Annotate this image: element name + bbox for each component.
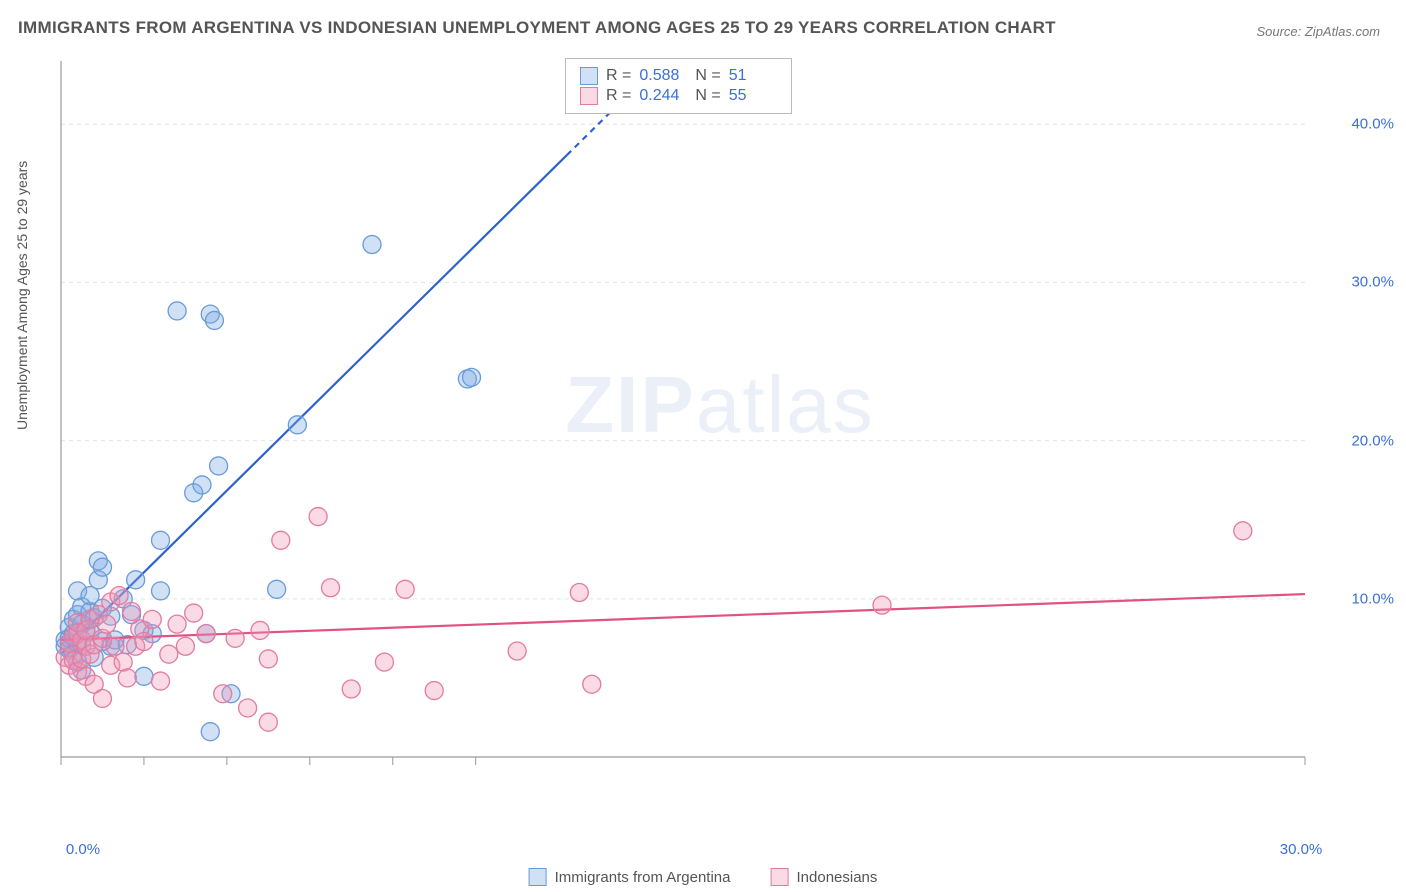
n-value: 51 bbox=[729, 67, 777, 85]
legend-item: Indonesians bbox=[771, 868, 878, 886]
legend-label: Indonesians bbox=[797, 869, 878, 886]
r-label: R = bbox=[606, 87, 631, 105]
r-value: 0.588 bbox=[639, 67, 687, 85]
n-value: 55 bbox=[729, 87, 777, 105]
r-value: 0.244 bbox=[639, 87, 687, 105]
source-attribution: Source: ZipAtlas.com bbox=[1256, 24, 1380, 39]
y-tick-label: 40.0% bbox=[1351, 116, 1394, 133]
legend-swatch bbox=[771, 868, 789, 886]
x-tick-label: 0.0% bbox=[66, 841, 100, 858]
legend-label: Immigrants from Argentina bbox=[555, 869, 731, 886]
n-label: N = bbox=[695, 87, 720, 105]
x-tick-label: 30.0% bbox=[1280, 841, 1323, 858]
legend-row: R = 0.244 N = 55 bbox=[580, 87, 777, 105]
scatter-plot-svg bbox=[55, 55, 1385, 815]
series-legend: Immigrants from Argentina Indonesians bbox=[529, 868, 878, 886]
correlation-legend-box: R = 0.588 N = 51 R = 0.244 N = 55 bbox=[565, 58, 792, 114]
legend-swatch bbox=[580, 87, 598, 105]
r-label: R = bbox=[606, 67, 631, 85]
y-tick-label: 10.0% bbox=[1351, 590, 1394, 607]
chart-title: IMMIGRANTS FROM ARGENTINA VS INDONESIAN … bbox=[18, 18, 1056, 38]
legend-item: Immigrants from Argentina bbox=[529, 868, 731, 886]
chart-area: ZIPatlas bbox=[55, 55, 1385, 815]
y-axis-label: Unemployment Among Ages 25 to 29 years bbox=[14, 161, 30, 430]
n-label: N = bbox=[695, 67, 720, 85]
y-tick-label: 30.0% bbox=[1351, 274, 1394, 291]
legend-swatch bbox=[580, 67, 598, 85]
legend-swatch bbox=[529, 868, 547, 886]
legend-row: R = 0.588 N = 51 bbox=[580, 67, 777, 85]
y-tick-label: 20.0% bbox=[1351, 432, 1394, 449]
